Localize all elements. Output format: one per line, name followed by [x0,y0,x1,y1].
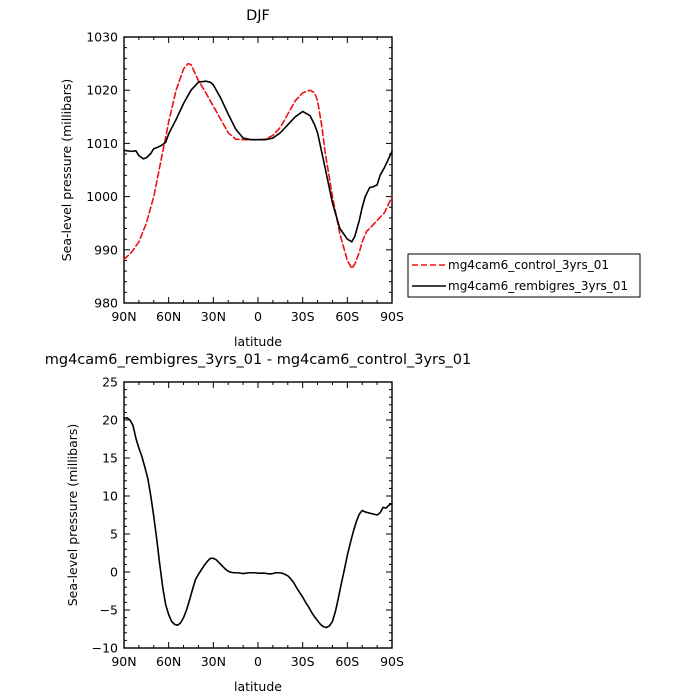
bottom-ytick-label: 5 [110,527,118,542]
top-chart-title: DJF [246,8,270,24]
bottom-chart-xlabel: latitude [234,679,282,694]
top-xtick-label: 0 [254,309,262,324]
top-chart-xlabel: latitude [234,334,282,349]
bottom-chart-title: mg4cam6_rembigres_3yrs_01 - mg4cam6_cont… [45,352,472,368]
top-chart-series [123,62,393,270]
bottom-ytick-label: 25 [102,375,118,390]
top-chart: DJF 90N 60N 30N 0 30S 60S 90S 980 990 1000 1010 102… [59,8,404,349]
top-ytick-label: 980 [94,296,118,311]
top-series-line-1 [123,80,393,243]
top-xtick-label: 90N [111,309,136,324]
bottom-series-line-0 [123,416,393,629]
bottom-xtick-label: 0 [254,654,262,669]
top-ytick-label: 1000 [86,189,118,204]
bottom-ytick-label: 10 [102,489,118,504]
top-xtick-label: 60N [156,309,181,324]
bottom-ytick-label: 20 [102,413,118,428]
bottom-chart-series [123,416,393,629]
bottom-chart-ticks: 90N 60N 30N 0 30S 60S 90S −10 −5 0 5 10 15 20 25 [92,375,404,670]
top-xtick-label: 30N [201,309,226,324]
top-ytick-label: 1020 [86,83,118,98]
bottom-xtick-label: 60N [156,654,181,669]
bottom-chart: mg4cam6_rembigres_3yrs_01 - mg4cam6_cont… [45,352,472,694]
bottom-xtick-label: 30N [201,654,226,669]
bottom-xtick-label: 90S [380,654,404,669]
top-xtick-label: 60S [335,309,359,324]
top-ytick-label: 990 [94,242,118,257]
top-chart-ticks: 90N 60N 30N 0 30S 60S 90S 980 990 1000 1010 1020 103… [86,30,404,325]
legend-label-rembigres: mg4cam6_rembigres_3yrs_01 [448,279,628,293]
bottom-ytick-label: −5 [100,603,118,618]
top-series-line-0 [123,62,393,270]
bottom-plot-frame [123,381,393,649]
top-xtick-label: 30S [291,309,315,324]
bottom-xtick-label: 30S [291,654,315,669]
bottom-xtick-label: 60S [335,654,359,669]
legend-box [407,253,641,298]
bottom-xtick-label: 90N [111,654,136,669]
bottom-chart-ylabel: Sea-level pressure (millibars) [65,424,80,607]
top-xtick-label: 90S [380,309,404,324]
bottom-ytick-label: 15 [102,451,118,466]
legend: mg4cam6_control_3yrs_01 mg4cam6_rembigre… [407,253,641,298]
top-ytick-label: 1030 [86,30,118,45]
bottom-ytick-label: −10 [92,641,118,656]
legend-label-control: mg4cam6_control_3yrs_01 [448,258,609,272]
top-chart-ylabel: Sea-level pressure (millibars) [59,79,74,262]
top-ytick-label: 1010 [86,136,118,151]
bottom-ytick-label: 0 [110,565,118,580]
top-plot-frame [123,36,393,304]
